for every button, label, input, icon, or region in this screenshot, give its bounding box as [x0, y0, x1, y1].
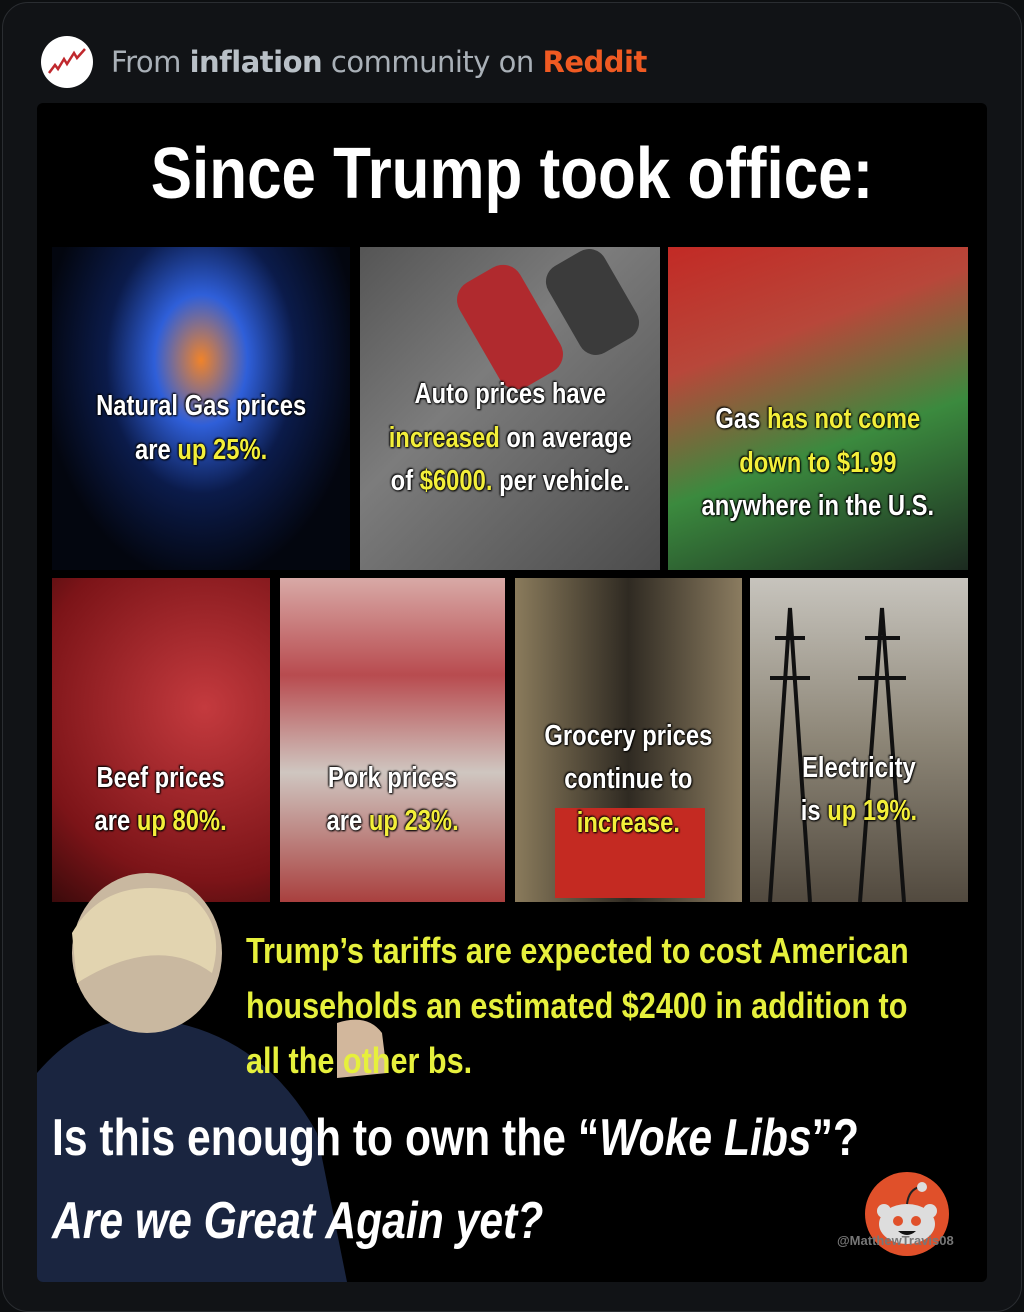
highlight-text: has not come [767, 403, 921, 436]
trump-photo [37, 873, 437, 1282]
electricity-caption: Electricity is up 19%. [801, 747, 917, 834]
caption-text: are [134, 433, 178, 466]
caption-text: per vehicle. [492, 465, 630, 498]
panel-grocery: Grocery prices continue to increase. [515, 578, 742, 902]
reddit-snoo-icon [862, 1169, 952, 1259]
caption-text: continue to [564, 763, 693, 796]
post-header[interactable]: From inflation community on Reddit [41, 36, 647, 88]
great-again-line: Are we Great Again yet? [52, 1192, 544, 1250]
caption-text: are [94, 805, 138, 837]
caption-text: Auto prices have [414, 378, 606, 411]
watermark: @MatthewTravis08 [837, 1233, 954, 1248]
beef-caption: Beef prices are up 80%. [95, 757, 227, 844]
caption-text: Pork prices [327, 761, 458, 794]
caption-text: of [390, 465, 420, 498]
grocery-caption: Grocery prices continue to increase. [545, 715, 713, 846]
panel-auto: Auto prices have increased on average of $… [360, 247, 660, 570]
panel-beef: Beef prices are up 80%. [52, 578, 270, 902]
source-line: From inflation community on Reddit [111, 45, 647, 79]
caption-text: on average [499, 421, 632, 454]
natural-gas-caption: Natural Gas prices are up 25%. [96, 385, 306, 472]
panel-gas: Gas has not come down to $1.99 anywhere in… [668, 247, 968, 570]
tariff-text: Trump’s tariffs are expected to cost Ame… [246, 930, 909, 1081]
highlight-text: increase. [576, 806, 681, 839]
inflation-chart-icon [41, 36, 93, 88]
highlight-text: up 25%. [177, 433, 268, 466]
meme-image[interactable]: Since Trump took office: Natural Gas pri… [37, 103, 987, 1282]
question-line: Is this enough to own the “Woke Libs”? [52, 1109, 860, 1167]
highlight-text: down to $1.99 [739, 446, 897, 479]
gas-caption: Gas has not come down to $1.99 anywhere in… [702, 398, 935, 529]
platform-name[interactable]: Reddit [542, 45, 648, 79]
highlight-text: $6000. [419, 465, 493, 498]
caption-text: Grocery prices [544, 719, 713, 752]
auto-caption: Auto prices have increased on average of $… [388, 373, 631, 504]
panel-pork: Pork prices are up 23%. [280, 578, 505, 902]
caption-text: are [326, 805, 369, 837]
community-name[interactable]: inflation [189, 45, 323, 79]
highlight-text: increased [388, 421, 500, 454]
meme-title: Since Trump took office: [150, 134, 874, 214]
highlight-text: up 80%. [137, 805, 228, 837]
panel-natural-gas: Natural Gas prices are up 25%. [52, 247, 350, 570]
caption-text: is [800, 795, 828, 827]
pork-caption: Pork prices are up 23%. [326, 757, 458, 844]
highlight-text: up 19%. [827, 795, 918, 827]
caption-text: Gas [715, 403, 768, 436]
panel-electricity: Electricity is up 19%. [750, 578, 968, 902]
caption-text: Electricity [802, 751, 916, 784]
highlight-text: up 23%. [368, 805, 459, 837]
caption-text: Natural Gas prices [95, 390, 307, 422]
caption-text: Beef prices [96, 761, 226, 794]
caption-text: anywhere in the U.S. [701, 490, 935, 523]
